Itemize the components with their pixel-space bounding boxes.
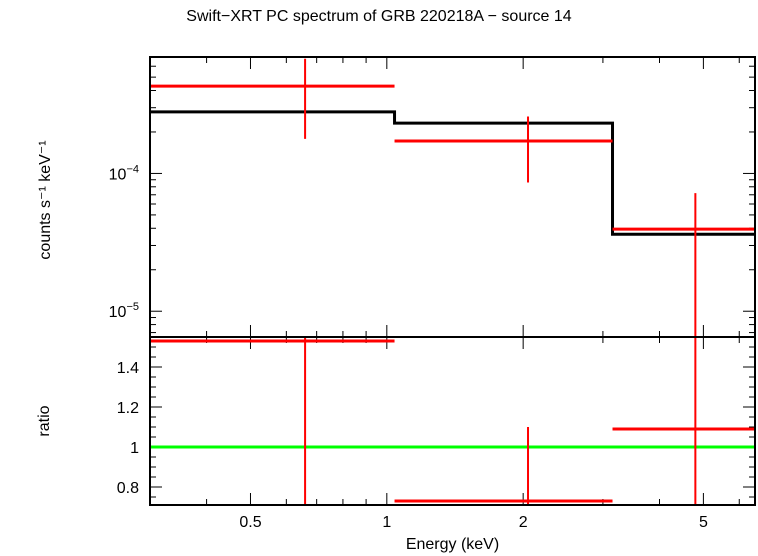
ratio-tick-label: 1 <box>130 440 139 457</box>
chart-title: Swift−XRT PC spectrum of GRB 220218A − s… <box>186 8 572 25</box>
y-tick-label: 10−5 <box>109 301 139 321</box>
ratio-point <box>150 337 395 505</box>
model-step-line <box>150 110 755 236</box>
spectrum-panel-frame <box>149 56 756 338</box>
data-point <box>612 193 755 337</box>
spectrum-panel-ticks <box>149 56 755 349</box>
ratio-point <box>394 427 613 505</box>
data-point <box>150 58 395 139</box>
x-axis-label: Energy (keV) <box>405 536 500 553</box>
ratio-panel-frame <box>149 336 756 506</box>
spectrum-panel-data <box>150 58 755 337</box>
tick-labels: 0.5 1 2 5 10−4 10−5 0.8 1 1.2 1.4 <box>109 163 708 531</box>
data-point <box>394 116 613 183</box>
ratio-tick-label: 0.8 <box>117 480 139 497</box>
y-tick-label: 10−4 <box>109 163 139 183</box>
x-tick-label: 0.5 <box>239 514 261 531</box>
ratio-point <box>612 337 755 505</box>
x-tick-label: 5 <box>699 514 708 531</box>
ratio-y-axis-label: ratio <box>36 405 53 437</box>
x-tick-label: 1 <box>382 514 391 531</box>
ratio-tick-label: 1.2 <box>117 400 139 417</box>
ratio-panel-ticks <box>149 346 755 505</box>
x-tick-label: 2 <box>519 514 528 531</box>
spectrum-y-axis-label: counts s⁻¹ keV⁻¹ <box>37 140 54 260</box>
ratio-panel-data <box>150 337 755 505</box>
ratio-tick-label: 1.4 <box>117 360 139 377</box>
